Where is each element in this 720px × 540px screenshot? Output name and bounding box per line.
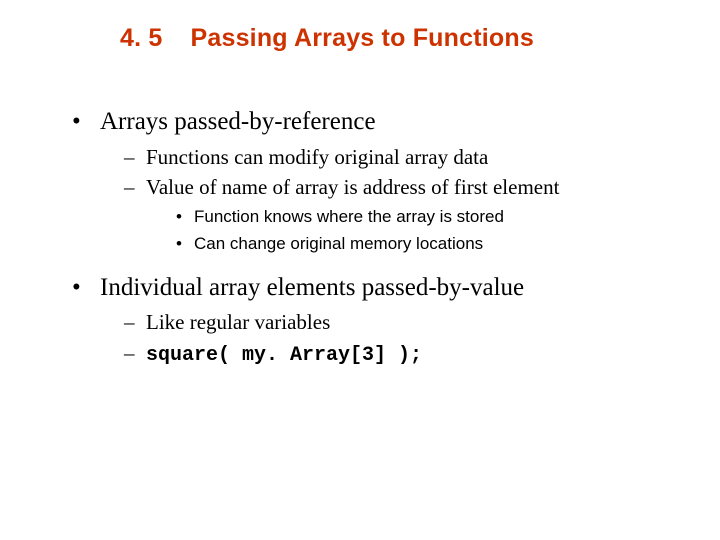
slide-title: 4. 5 Passing Arrays to Functions — [0, 24, 720, 53]
title-text: Passing Arrays to Functions — [191, 24, 534, 52]
bullet-lvl1: Arrays passed-by-reference Functions can… — [72, 105, 680, 257]
bullet-text: Function knows where the array is stored — [194, 207, 504, 226]
bullet-text: Value of name of array is address of fir… — [146, 175, 559, 199]
bullet-text: Like regular variables — [146, 310, 330, 334]
bullet-lvl2: square( my. Array[3] ); — [124, 339, 680, 369]
bullet-lvl3: Can change original memory locations — [176, 232, 680, 257]
slide: 4. 5 Passing Arrays to Functions Arrays p… — [0, 0, 720, 540]
bullet-lvl3: Function knows where the array is stored — [176, 205, 680, 230]
bullet-list-lvl2: Like regular variables square( my. Array… — [100, 308, 680, 368]
bullet-lvl2: Value of name of array is address of fir… — [124, 173, 680, 257]
bullet-lvl1: Individual array elements passed-by-valu… — [72, 271, 680, 369]
bullet-list-lvl3: Function knows where the array is stored… — [146, 205, 680, 256]
bullet-text: Functions can modify original array data — [146, 145, 488, 169]
bullet-text: Arrays passed-by-reference — [100, 108, 376, 135]
title-number: 4. 5 — [120, 24, 163, 53]
bullet-code: square( my. Array[3] ); — [146, 344, 422, 367]
bullet-list: Arrays passed-by-reference Functions can… — [0, 105, 720, 369]
bullet-lvl2: Like regular variables — [124, 308, 680, 336]
bullet-text: Can change original memory locations — [194, 234, 483, 253]
bullet-lvl2: Functions can modify original array data — [124, 143, 680, 171]
bullet-list-lvl2: Functions can modify original array data… — [100, 143, 680, 257]
bullet-text: Individual array elements passed-by-valu… — [100, 274, 524, 301]
